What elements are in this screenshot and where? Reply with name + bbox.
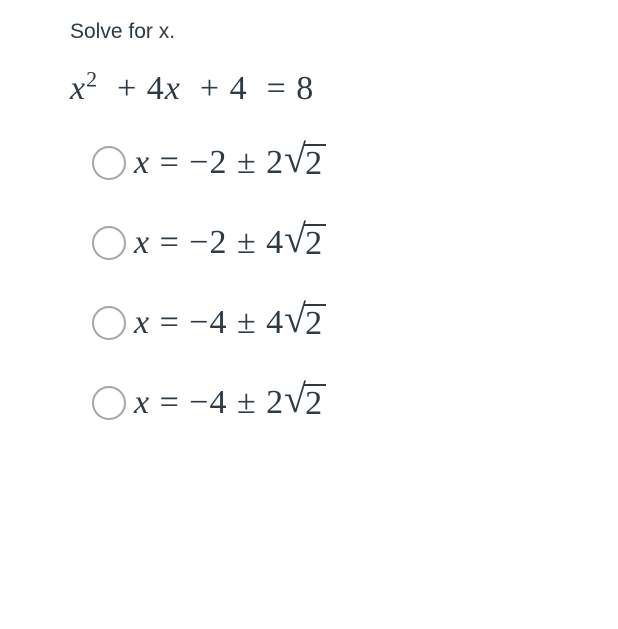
equals-sign: = — [150, 224, 189, 262]
plus-sign-1: + — [108, 70, 147, 107]
sqrt-icon: √2 — [284, 224, 326, 262]
equals-sign: = — [257, 70, 296, 107]
pm-sign: ± — [227, 224, 266, 262]
opt-radicand: 2 — [304, 384, 326, 422]
radio-button[interactable] — [92, 386, 126, 420]
opt-coeff: 2 — [266, 144, 284, 182]
option-b-text: x = −2 ± 4√2 — [134, 224, 326, 262]
opt-var: x — [134, 224, 150, 262]
equals-sign: = — [150, 384, 189, 422]
option-b[interactable]: x = −2 ± 4√2 — [92, 224, 548, 262]
option-a-text: x = −2 ± 2√2 — [134, 144, 326, 182]
equals-sign: = — [150, 144, 189, 182]
option-c-text: x = −4 ± 4√2 — [134, 304, 326, 342]
equation-exponent: 2 — [86, 67, 98, 92]
answer-options: x = −2 ± 2√2 x = −2 ± 4√2 x = −4 ± 4√2 — [70, 144, 548, 422]
opt-coeff: 4 — [266, 304, 284, 342]
option-d-text: x = −4 ± 2√2 — [134, 384, 326, 422]
opt-const: −4 — [189, 304, 227, 342]
opt-coeff: 2 — [266, 384, 284, 422]
plus-sign-2: + — [190, 70, 229, 107]
pm-sign: ± — [227, 304, 266, 342]
opt-radicand: 2 — [304, 304, 326, 342]
radio-button[interactable] — [92, 226, 126, 260]
opt-const: −4 — [189, 384, 227, 422]
option-d[interactable]: x = −4 ± 2√2 — [92, 384, 548, 422]
pm-sign: ± — [227, 384, 266, 422]
equation-var2: x — [165, 70, 181, 107]
opt-var: x — [134, 144, 150, 182]
opt-radicand: 2 — [304, 224, 326, 262]
pm-sign: ± — [227, 144, 266, 182]
option-a[interactable]: x = −2 ± 2√2 — [92, 144, 548, 182]
equals-sign: = — [150, 304, 189, 342]
opt-const: −2 — [189, 144, 227, 182]
sqrt-icon: √2 — [284, 144, 326, 182]
sqrt-icon: √2 — [284, 304, 326, 342]
opt-radicand: 2 — [304, 144, 326, 182]
radio-button[interactable] — [92, 146, 126, 180]
opt-coeff: 4 — [266, 224, 284, 262]
opt-var: x — [134, 384, 150, 422]
equation-constant: 4 — [230, 70, 248, 107]
question-prompt: Solve for x. — [70, 20, 548, 44]
option-c[interactable]: x = −4 ± 4√2 — [92, 304, 548, 342]
opt-var: x — [134, 304, 150, 342]
equation-var1: x — [70, 70, 86, 107]
radio-button[interactable] — [92, 306, 126, 340]
sqrt-icon: √2 — [284, 384, 326, 422]
equation-rhs: 8 — [296, 70, 314, 107]
equation-coeff2: 4 — [147, 70, 165, 107]
opt-const: −2 — [189, 224, 227, 262]
equation-display: x2 + 4x + 4 = 8 — [70, 70, 548, 108]
